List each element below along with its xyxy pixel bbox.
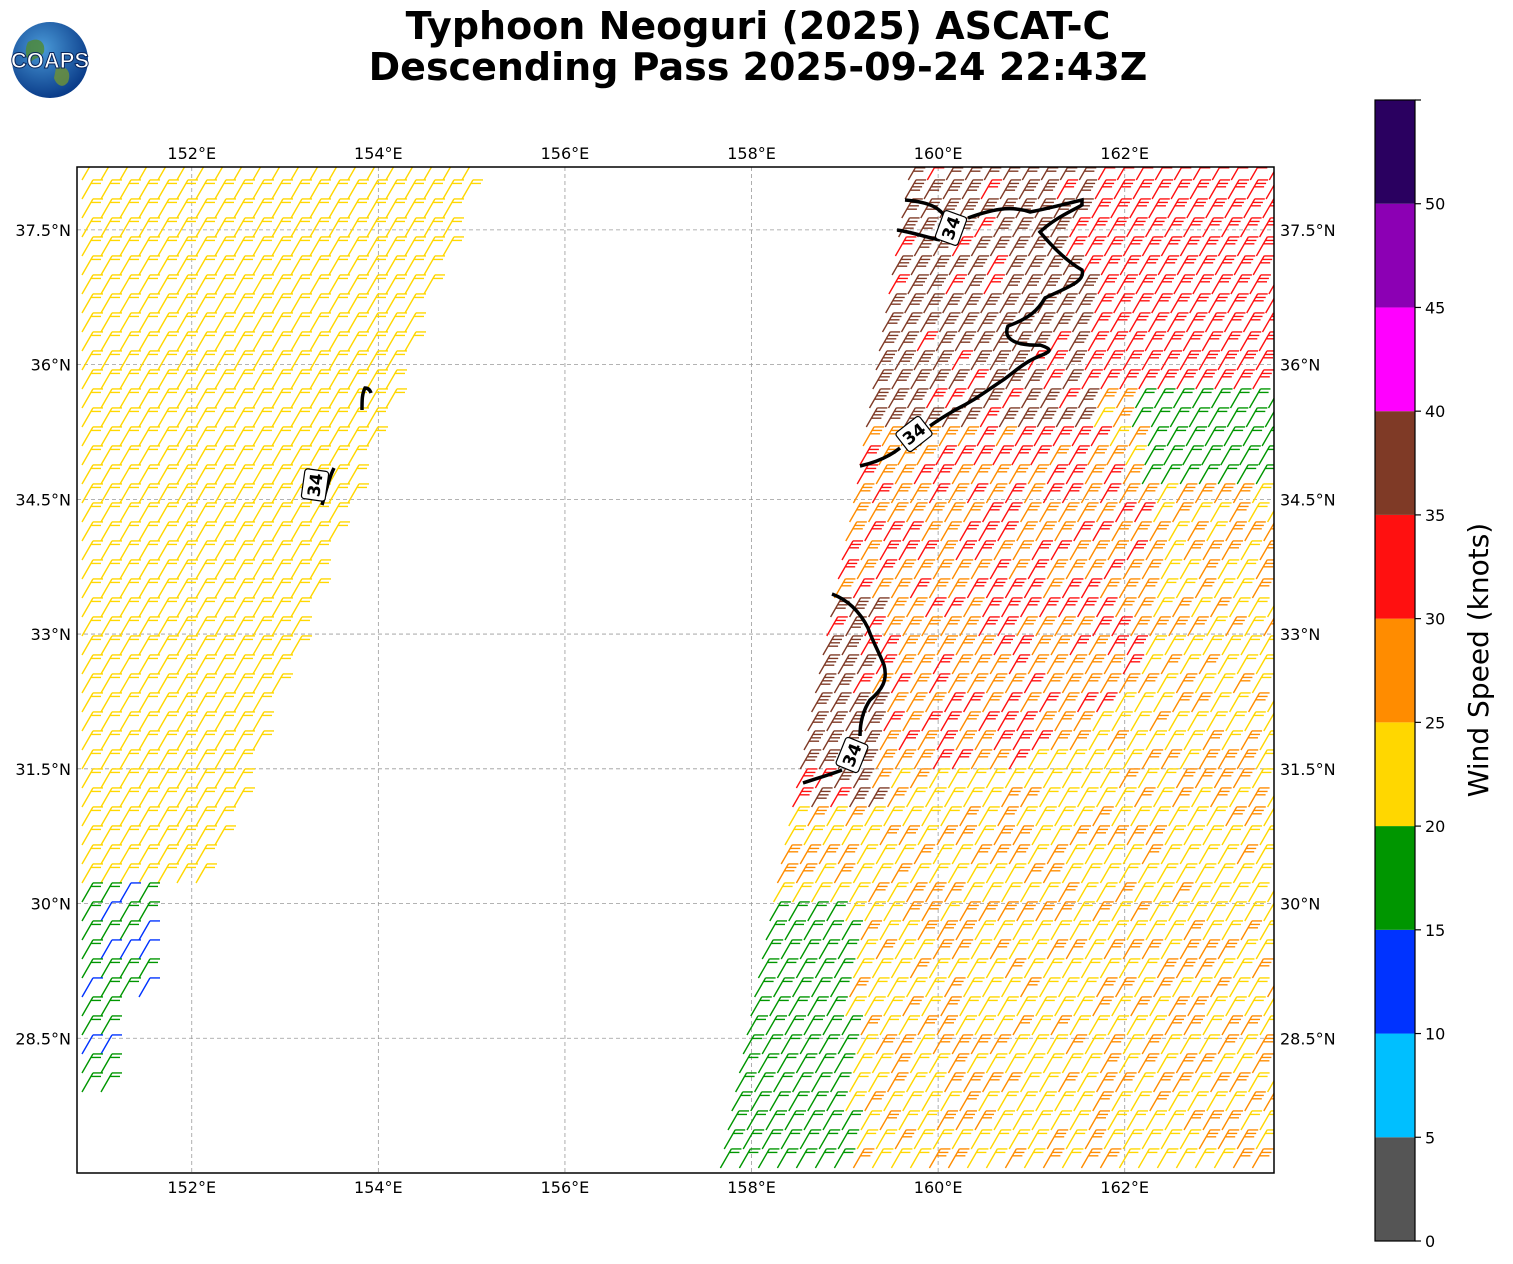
colorbar-bin xyxy=(1375,1137,1415,1241)
title-line-2: Descending Pass 2025-09-24 22:43Z xyxy=(368,45,1148,89)
colorbar-frame xyxy=(1374,99,1416,1242)
lon-tick-bottom: 156°E xyxy=(541,1178,590,1197)
colorbar-bin xyxy=(1375,411,1415,515)
colorbar-bin xyxy=(1375,514,1415,619)
colorbar-tick: 10 xyxy=(1425,1025,1445,1044)
title-line-1: Typhoon Neoguri (2025) ASCAT-C xyxy=(405,4,1111,48)
colorbar-bin xyxy=(1375,100,1415,204)
lon-tick-top: 160°E xyxy=(914,144,963,163)
lat-tick-right: 36°N xyxy=(1280,356,1320,375)
colorbar-bin xyxy=(1375,307,1415,412)
lon-tick-top: 152°E xyxy=(167,144,216,163)
colorbar-tick: 25 xyxy=(1425,713,1445,732)
wind-barbs xyxy=(81,167,1274,1169)
lat-tick-right: 34.5°N xyxy=(1280,490,1336,509)
lon-tick-top: 156°E xyxy=(541,144,590,163)
contour-34-south xyxy=(802,592,887,785)
lon-tick-bottom: 160°E xyxy=(914,1178,963,1197)
map-frame xyxy=(76,166,1275,1174)
contour-34-north xyxy=(859,197,1085,468)
lon-tick-top: 154°E xyxy=(354,144,403,163)
colorbar-bin xyxy=(1375,203,1415,308)
colorbar-bin xyxy=(1375,929,1415,1034)
colorbar-tick: 0 xyxy=(1425,1232,1435,1251)
lon-tick-bottom: 152°E xyxy=(167,1178,216,1197)
colorbar-bin xyxy=(1375,826,1415,930)
lat-tick-left: 28.5°N xyxy=(15,1029,71,1048)
colorbar-tick: 50 xyxy=(1425,195,1445,214)
colorbar-tick: 35 xyxy=(1425,506,1445,525)
lon-tick-top: 158°E xyxy=(727,144,776,163)
lon-tick-top: 162°E xyxy=(1100,144,1149,163)
axis-tick-labels: 152°E 152°E 154°E 154°E 156°E 156°E 158°E 158°E… xyxy=(15,144,1335,1197)
lat-tick-left: 36°N xyxy=(31,356,71,375)
lat-tick-right: 30°N xyxy=(1280,895,1320,914)
coaps-logo: COAPS xyxy=(10,22,90,98)
lat-tick-left: 30°N xyxy=(31,895,71,914)
colorbar-bin xyxy=(1375,618,1415,723)
colorbar-label: Wind Speed (knots) xyxy=(1462,522,1495,798)
wind-34kt-contours xyxy=(320,197,1085,785)
lon-tick-bottom: 158°E xyxy=(727,1178,776,1197)
colorbar-tick: 15 xyxy=(1425,921,1445,940)
lat-tick-right: 28.5°N xyxy=(1280,1029,1336,1048)
lat-tick-left: 37.5°N xyxy=(15,221,71,240)
colorbar-tick: 5 xyxy=(1425,1128,1435,1147)
colorbar-bin xyxy=(1375,722,1415,827)
lat-tick-left: 31.5°N xyxy=(15,760,71,779)
chart-title: Typhoon Neoguri (2025) ASCAT-C Descendin… xyxy=(258,6,1258,88)
lat-tick-left: 33°N xyxy=(31,625,71,644)
colorbar-tick: 40 xyxy=(1425,402,1445,421)
colorbar-tick: 20 xyxy=(1425,817,1445,836)
lat-tick-right: 37.5°N xyxy=(1280,221,1336,240)
colorbar-bin xyxy=(1375,1033,1415,1138)
logo-text: COAPS xyxy=(11,48,89,73)
contour-label-3: 34 xyxy=(304,472,327,498)
lon-tick-bottom: 162°E xyxy=(1100,1178,1149,1197)
colorbar-tick: 30 xyxy=(1425,610,1445,629)
lon-tick-bottom: 154°E xyxy=(354,1178,403,1197)
colorbar-tick: 45 xyxy=(1425,298,1445,317)
lat-tick-right: 31.5°N xyxy=(1280,760,1336,779)
lat-tick-right: 33°N xyxy=(1280,625,1320,644)
lat-tick-left: 34.5°N xyxy=(15,490,71,509)
